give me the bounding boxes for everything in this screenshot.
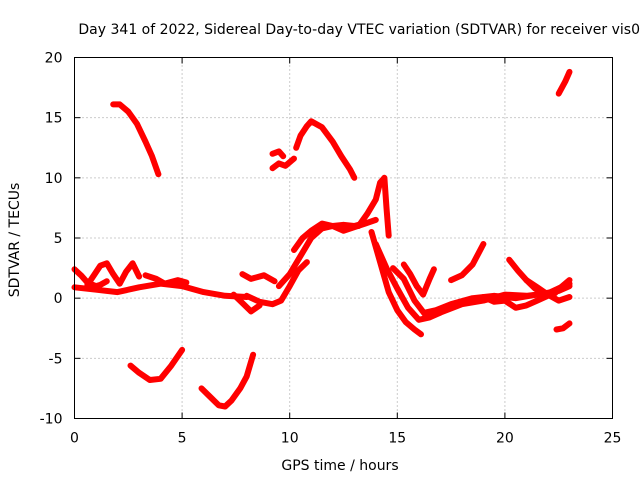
y-tick-label: 15 xyxy=(45,111,63,127)
series-line-arc-4 xyxy=(293,118,358,181)
series-line-arc-6 xyxy=(127,346,186,383)
x-tick-label: 10 xyxy=(281,431,299,447)
y-tick-label: -10 xyxy=(40,412,63,428)
y-axis-label: SDTVAR / TECUs xyxy=(7,183,23,298)
series-line-arc-11 xyxy=(142,272,190,287)
series-line-arc-2 xyxy=(269,155,297,172)
x-tick-label: 25 xyxy=(604,431,622,447)
series-line-arc-8 xyxy=(71,266,110,290)
series-line-arc-14 xyxy=(243,259,310,308)
axis-ticks: 0 5 10 15 20 25 -10 -5 0 5 10 15 20 xyxy=(40,51,622,447)
series-line-arc-7 xyxy=(198,351,257,410)
series-line-arc-16 xyxy=(291,220,366,253)
x-axis-label: GPS time / hours xyxy=(281,458,398,474)
x-tick-label: 0 xyxy=(70,431,79,447)
series-line-arc-13 xyxy=(239,271,278,285)
series-line-arc-17 xyxy=(355,174,392,239)
y-tick-label: 10 xyxy=(45,171,63,187)
series-line-arc-21 xyxy=(400,261,437,298)
y-tick-label: 20 xyxy=(45,51,63,67)
x-tick-label: 20 xyxy=(496,431,514,447)
x-tick-label: 5 xyxy=(178,431,187,447)
series-line-arc-18 xyxy=(368,229,424,338)
y-tick-label: -5 xyxy=(49,351,63,367)
series-line-arc-1 xyxy=(110,101,162,178)
x-tick-label: 15 xyxy=(388,431,406,447)
series-line-arc-27 xyxy=(553,320,573,333)
series-line-arc-10 xyxy=(84,260,143,288)
series-line-arc-26 xyxy=(523,277,573,304)
series-line-arc-5 xyxy=(555,68,573,97)
series-line-arc-23 xyxy=(448,241,487,284)
y-tick-label: 5 xyxy=(54,231,63,247)
series-line-arc-12 xyxy=(230,291,263,315)
y-tick-label: 0 xyxy=(54,291,63,307)
series-group xyxy=(71,68,573,410)
series-line-arc-3 xyxy=(269,148,287,160)
chart-title: Day 341 of 2022, Sidereal Day-to-day VTE… xyxy=(78,22,640,38)
grid xyxy=(74,57,613,419)
